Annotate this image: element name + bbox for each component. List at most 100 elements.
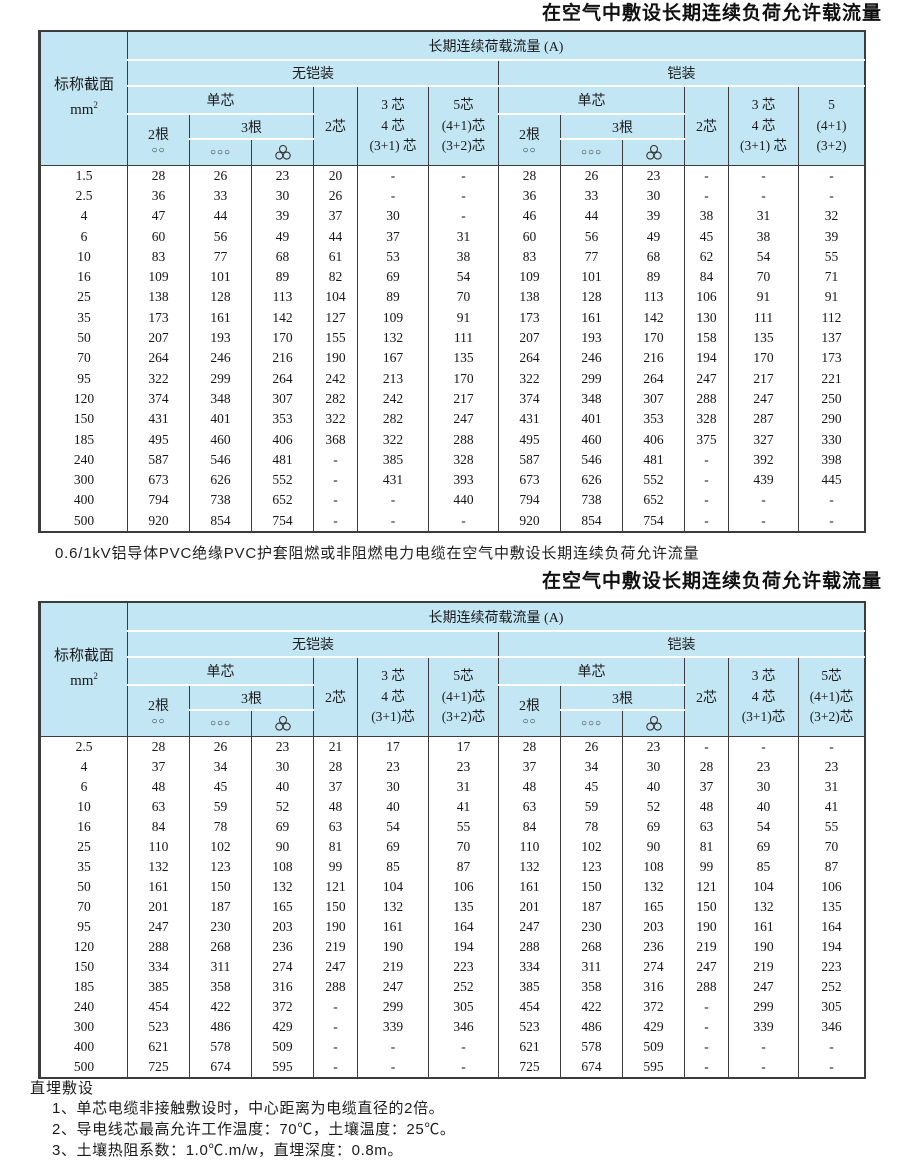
value-cell: 242 xyxy=(357,388,429,410)
table-row: 120 288 268 236 219 190 194 288 268 236 219 190 194 xyxy=(40,936,865,957)
value-cell: - xyxy=(684,736,729,757)
value-cell: 595 xyxy=(251,1056,314,1077)
value-cell: 920 xyxy=(498,510,561,531)
value-cell: 39 xyxy=(798,226,865,247)
value-cell: 431 xyxy=(357,469,429,491)
value-cell: 288 xyxy=(428,429,499,450)
row-label-cell: 50 xyxy=(40,876,128,897)
value-cell: 578 xyxy=(189,1036,252,1057)
value-cell: 328 xyxy=(428,449,499,470)
value-cell: 37 xyxy=(313,776,358,797)
row-label-cell: 2.5 xyxy=(40,736,128,757)
row-label-cell: 35 xyxy=(40,856,128,877)
table-row: 300 673 626 552-431 393 673 626 552-439 445 xyxy=(40,469,865,491)
row-label-cell: 500 xyxy=(40,1056,128,1077)
value-cell: 219 xyxy=(357,956,429,977)
value-cell: 26 xyxy=(560,736,623,757)
value-cell: 288 xyxy=(498,936,561,957)
value-cell: 247 xyxy=(684,956,729,977)
value-cell: 288 xyxy=(127,936,190,957)
value-cell: - xyxy=(684,996,729,1017)
value-cell: 60 xyxy=(498,226,561,247)
value-cell: 299 xyxy=(728,996,799,1017)
multi-core-345-header: 3 芯 4 芯 (3+1)芯 xyxy=(357,657,429,737)
value-cell: - xyxy=(798,1056,865,1077)
value-cell: 392 xyxy=(728,449,799,470)
page-title: 在空气中敷设长期连续负荷允许载流量 xyxy=(541,3,882,24)
value-cell: 290 xyxy=(798,409,865,430)
value-cell: 39 xyxy=(251,206,314,227)
value-cell: 216 xyxy=(251,348,314,369)
value-cell: 68 xyxy=(251,246,314,267)
value-cell: 44 xyxy=(560,206,623,227)
footer-heading: 直埋敷设 xyxy=(30,1080,95,1097)
value-cell: - xyxy=(684,469,729,491)
value-cell: 70 xyxy=(428,287,499,308)
value-cell: 170 xyxy=(622,327,685,349)
value-cell: 250 xyxy=(798,388,865,410)
value-cell: 44 xyxy=(313,226,358,247)
value-cell: 47 xyxy=(127,206,190,227)
value-cell: 69 xyxy=(622,816,685,837)
row-label-cell: 400 xyxy=(40,1036,128,1057)
value-cell: 372 xyxy=(251,996,314,1017)
value-cell: - xyxy=(428,165,499,186)
three-circles-triangle-icon-cell xyxy=(251,710,314,737)
value-cell: 552 xyxy=(622,469,685,491)
value-cell: 17 xyxy=(428,736,499,757)
value-cell: 91 xyxy=(798,287,865,308)
value-cell: 48 xyxy=(313,796,358,817)
value-cell: 358 xyxy=(560,976,623,997)
three-circles-triangle-icon xyxy=(645,144,662,160)
nominal-section-label: 标称截面 xyxy=(53,76,114,93)
value-cell: 81 xyxy=(313,836,358,857)
value-cell: 652 xyxy=(251,490,314,511)
value-cell: 85 xyxy=(357,856,429,877)
value-cell: 358 xyxy=(189,976,252,997)
value-cell: 20 xyxy=(313,165,358,186)
value-cell: 17 xyxy=(357,736,429,757)
page-title-2: 在空气中敷设长期连续负荷允许载流量 xyxy=(541,571,882,592)
value-cell: 63 xyxy=(684,816,729,837)
value-cell: 161 xyxy=(189,307,252,328)
value-cell: 546 xyxy=(560,449,623,470)
value-cell: 54 xyxy=(728,816,799,837)
value-cell: 454 xyxy=(498,996,561,1017)
value-cell: 38 xyxy=(728,226,799,247)
three-circles-row-icon-cell: ○○○ xyxy=(189,710,252,737)
two-core-header: 2芯 xyxy=(313,657,358,737)
value-cell: 33 xyxy=(189,185,252,207)
row-label-cell: 70 xyxy=(40,348,128,369)
value-cell: 287 xyxy=(728,409,799,430)
value-cell: 207 xyxy=(498,327,561,349)
value-cell: 150 xyxy=(313,896,358,917)
value-cell: 247 xyxy=(498,916,561,937)
value-cell: 62 xyxy=(684,246,729,267)
unarmored-header: 无铠装 xyxy=(127,60,499,87)
value-cell: 135 xyxy=(728,327,799,349)
value-cell: 440 xyxy=(428,490,499,511)
value-cell: 69 xyxy=(251,816,314,837)
value-cell: 37 xyxy=(498,756,561,777)
value-cell: 44 xyxy=(189,206,252,227)
row-label-cell: 6 xyxy=(40,776,128,797)
table-row: 2.5 28 26 23 21 17 17 28 26 23- - - xyxy=(40,736,865,757)
value-cell: 431 xyxy=(498,409,561,430)
value-cell: 194 xyxy=(428,936,499,957)
table-row: 70 201 187 165 150 132 135 201 187 165 150 132 135 xyxy=(40,896,865,917)
value-cell: 110 xyxy=(498,836,561,857)
value-cell: 63 xyxy=(498,796,561,817)
row-label-cell: 6 xyxy=(40,226,128,247)
value-cell: 460 xyxy=(189,429,252,450)
three-circles-triangle-icon-cell xyxy=(622,139,685,166)
value-cell: 70 xyxy=(728,266,799,288)
value-cell: 37 xyxy=(313,206,358,227)
value-cell: 173 xyxy=(127,307,190,328)
table-row: 25 138 128 113 104 89 70 138 128 113 106 91 91 xyxy=(40,287,865,308)
value-cell: 112 xyxy=(798,307,865,328)
value-cell: 37 xyxy=(684,776,729,797)
value-cell: 203 xyxy=(622,916,685,937)
table-row: 500 920 854 754- - -920 854 754- - - xyxy=(40,510,865,531)
value-cell: 26 xyxy=(189,736,252,757)
footer-notes: 1、单芯电缆非接触敷设时，中心距离为电缆直径的2倍。 2、导电线芯最高允许工作温… xyxy=(52,1098,456,1161)
